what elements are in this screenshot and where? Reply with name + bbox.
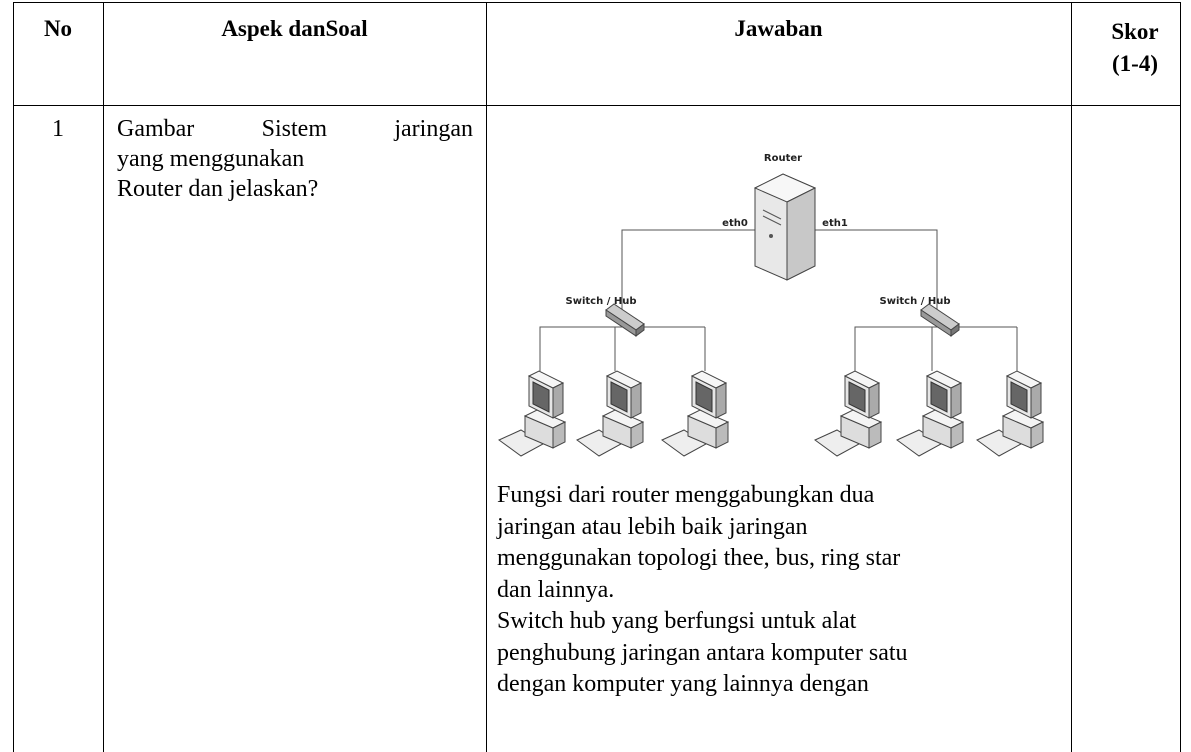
- header-cell: No: [43, 16, 73, 41]
- text-line: dan lainnya.: [497, 576, 615, 603]
- border: [1180, 2, 1181, 752]
- text-line: dengan komputer yang lainnya dengan: [497, 671, 869, 697]
- diagram-label: Router: [764, 153, 802, 164]
- border: [13, 2, 1181, 3]
- text-line: Switch hub yang berfungsi untuk alat: [497, 608, 857, 634]
- diagram-label: Switch / Hub: [566, 296, 637, 307]
- row-number: 1: [52, 116, 64, 142]
- header-cell: Skor (1-4): [1111, 19, 1159, 76]
- text-line: Fungsi dari router menggabungkan dua: [497, 482, 875, 508]
- diagram-label: Switch / Hub: [880, 296, 951, 307]
- header-cell: Jawaban: [734, 16, 823, 41]
- border: [13, 105, 1181, 106]
- text-line: penghubung jaringan antara komputer satu: [497, 639, 908, 666]
- diagram-label: eth0: [722, 218, 748, 229]
- border: [13, 2, 14, 752]
- border: [103, 2, 104, 752]
- answer-text: Fungsi dari router menggabungkan dua jar…: [497, 480, 1067, 701]
- question: Gambar Sistem jaringan yang menggunakan …: [117, 114, 473, 204]
- text-line: yang menggunakan: [117, 146, 305, 172]
- header-cell: Aspek danSoal: [221, 16, 368, 41]
- text-line: jaringan atau lebih baik jaringan: [497, 513, 808, 540]
- border: [1071, 2, 1072, 752]
- text-line: menggunakan topologi thee, bus, ring sta…: [497, 545, 901, 571]
- border: [486, 2, 487, 752]
- network-diagram: Router eth0 eth1 Switch / Hub Switch / H…: [498, 153, 1044, 457]
- diagram-label: eth1: [822, 218, 848, 229]
- text-line: Gambar Sistem jaringan: [117, 116, 473, 142]
- text-line: Router dan jelaskan?: [117, 176, 319, 202]
